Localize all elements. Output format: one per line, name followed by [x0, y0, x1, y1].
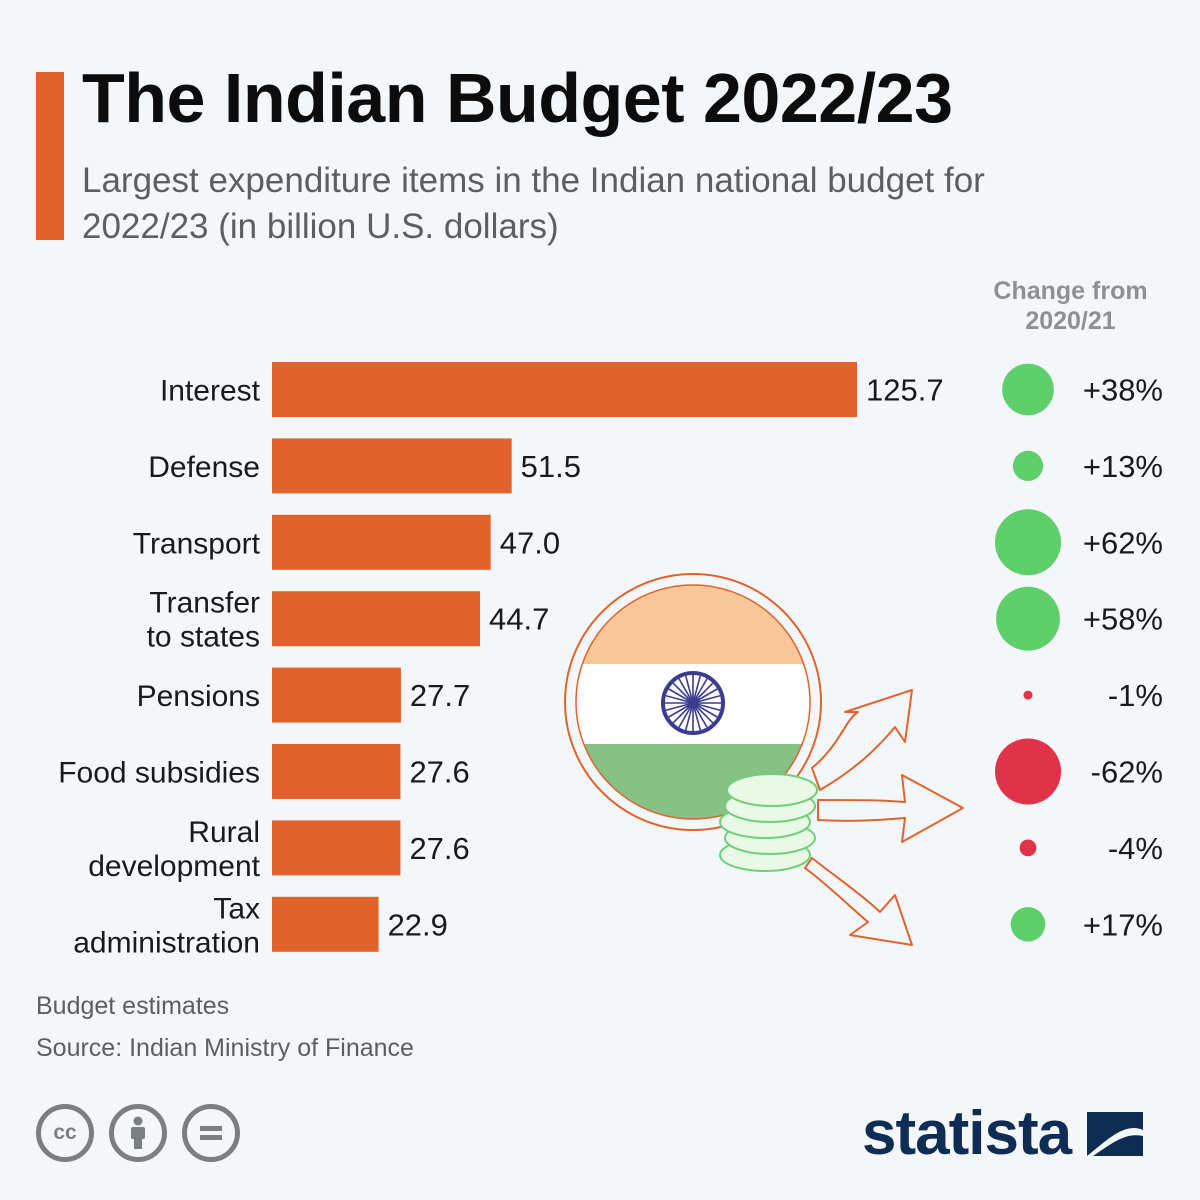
bar-5	[272, 667, 401, 723]
no-derivatives-icon[interactable]	[182, 1104, 240, 1162]
category-label: Defense	[148, 451, 260, 484]
arrow-icon	[804, 689, 964, 946]
change-label: +58%	[1083, 602, 1163, 637]
statista-logo[interactable]: statista	[862, 1098, 1145, 1169]
attribution-icon[interactable]	[109, 1104, 167, 1162]
bar-8	[272, 896, 379, 952]
statista-logo-icon	[1087, 1111, 1144, 1156]
change-label: -1%	[1108, 678, 1163, 713]
bar-3	[272, 514, 491, 570]
change-label: +17%	[1083, 907, 1163, 942]
change-label: +62%	[1083, 525, 1163, 560]
value-label: 27.6	[409, 755, 469, 790]
change-bubble	[995, 509, 1061, 576]
logo-text: statista	[862, 1099, 1072, 1168]
page-title: The Indian Budget 2022/23	[82, 59, 953, 137]
license-icons: cc	[36, 1104, 240, 1162]
change-label: +38%	[1083, 373, 1163, 408]
change-bubble	[1002, 363, 1054, 416]
change-bubble	[1023, 690, 1033, 700]
change-bubble	[1012, 450, 1044, 482]
value-label: 27.6	[409, 831, 469, 866]
value-label: 47.0	[500, 525, 560, 560]
chart-source: Source: Indian Ministry of Finance	[36, 1034, 414, 1062]
category-label: Transport	[133, 527, 261, 560]
category-label: Pensions	[137, 680, 260, 713]
value-label: 27.7	[410, 678, 470, 713]
bar-4	[272, 591, 481, 647]
chart-note: Budget estimates	[36, 992, 230, 1020]
change-label: -62%	[1091, 755, 1163, 790]
change-bubble	[1010, 907, 1046, 942]
coins-icon	[719, 773, 818, 872]
value-label: 22.9	[388, 907, 448, 942]
category-label: Tax administration	[73, 892, 260, 959]
value-label: 51.5	[521, 449, 581, 484]
cc-icon[interactable]: cc	[36, 1104, 94, 1162]
title-accent-bar	[36, 72, 64, 240]
change-bubble	[995, 738, 1061, 805]
bar-7	[272, 820, 401, 876]
change-label: +13%	[1083, 449, 1163, 484]
bar-6	[272, 744, 401, 799]
category-label: Rural development	[88, 816, 260, 883]
bar-2	[272, 438, 512, 494]
bar-chart: Interest 125.7 +38% Defense 51.5 +13% Transpor…	[58, 362, 1163, 959]
change-bubble	[996, 586, 1060, 651]
chart-subtitle: Largest expenditure items in the Indian …	[82, 161, 985, 246]
change-column-header: Change from 2020/21	[993, 277, 1148, 335]
category-label: Interest	[160, 375, 261, 408]
value-label: 125.7	[866, 373, 944, 408]
category-label: Transfer to states	[147, 587, 260, 654]
category-label: Food subsidies	[58, 757, 260, 790]
change-label: -4%	[1108, 831, 1163, 866]
change-bubble	[1019, 839, 1037, 857]
bar-1	[272, 362, 857, 417]
value-label: 44.7	[489, 602, 549, 637]
